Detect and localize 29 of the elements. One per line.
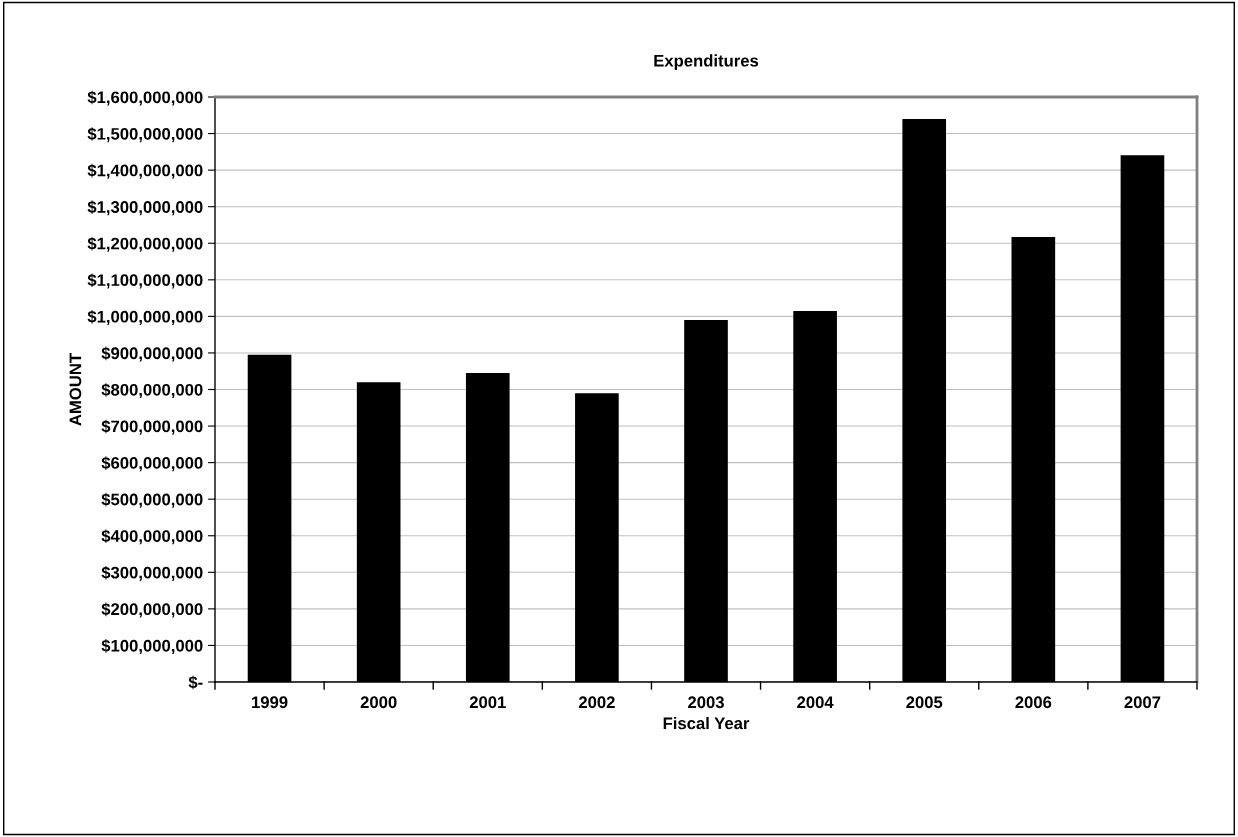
y-tick-label: $800,000,000 (101, 383, 203, 399)
y-tick-label: $1,100,000,000 (87, 273, 203, 289)
y-tick-label: $1,300,000,000 (87, 200, 203, 216)
x-tick-label: 2006 (1015, 696, 1052, 709)
y-tick-label: $1,500,000,000 (87, 127, 203, 143)
y-tick-label: $1,200,000,000 (87, 236, 203, 252)
x-axis-title: Fiscal Year (663, 716, 750, 730)
y-tick-label: $400,000,000 (101, 529, 203, 545)
y-tick-label: $200,000,000 (101, 602, 203, 618)
y-tick-label: $1,600,000,000 (87, 90, 203, 106)
y-tick-label: $- (188, 675, 203, 690)
y-tick-label: $100,000,000 (101, 639, 203, 655)
y-tick-label: $700,000,000 (101, 419, 203, 435)
x-tick-label: 2007 (1124, 696, 1161, 709)
y-tick-label: $600,000,000 (101, 456, 203, 472)
y-tick-label: $1,400,000,000 (87, 163, 203, 179)
x-tick-label: 2001 (469, 696, 506, 709)
y-axis-title: AMOUNT (69, 353, 82, 426)
y-tick-label: $900,000,000 (101, 346, 203, 362)
x-tick-label: 2004 (797, 696, 834, 709)
x-tick-label: 2005 (906, 696, 943, 709)
y-tick-label: $1,000,000,000 (87, 310, 203, 325)
x-tick-label: 1999 (252, 696, 288, 709)
y-tick-label: $300,000,000 (101, 565, 203, 581)
y-tick-label: $500,000,000 (101, 492, 203, 508)
x-tick-label: 2002 (578, 696, 615, 709)
x-tick-label: 2003 (688, 696, 724, 709)
chart-title: Expenditures (654, 54, 759, 70)
x-tick-label: 2000 (360, 696, 397, 709)
